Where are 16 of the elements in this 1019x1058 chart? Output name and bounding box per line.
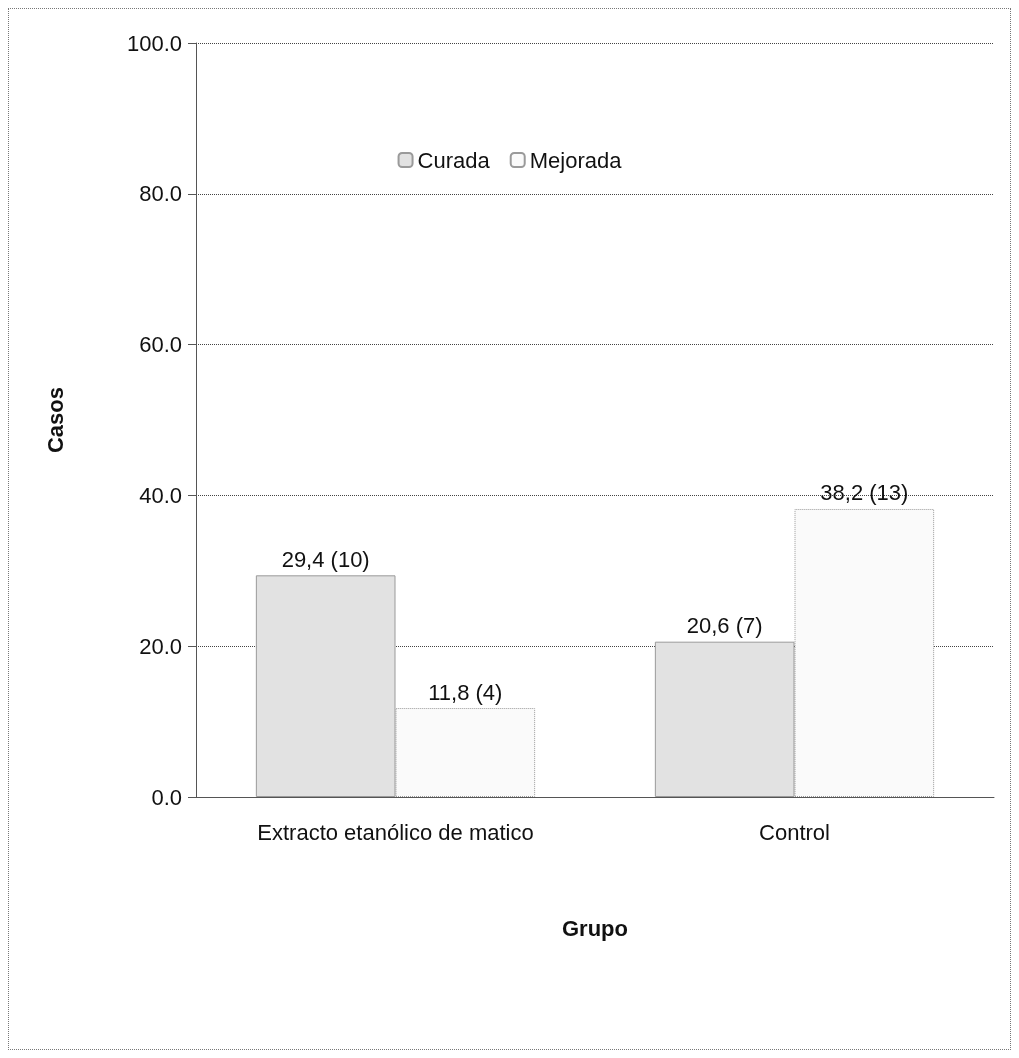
data-label: 20,6 (7) xyxy=(686,613,763,639)
legend-label: Curada xyxy=(417,147,491,173)
y-axis-title: Casos xyxy=(42,386,68,454)
y-tick-label: 60.0 xyxy=(139,332,182,358)
y-tick-label: 100.0 xyxy=(126,30,182,56)
data-label: 29,4 (10) xyxy=(281,546,370,572)
data-label: 38,2 (13) xyxy=(820,480,909,506)
y-tick-label: 40.0 xyxy=(139,482,182,508)
y-tick-label: 0.0 xyxy=(151,784,182,810)
x-tick-label: Extracto etanólico de matico xyxy=(257,819,534,845)
y-tick-label: 20.0 xyxy=(139,633,182,659)
legend-label: Mejorada xyxy=(529,147,623,173)
data-label: 11,8 (4) xyxy=(428,679,503,705)
y-tick-label: 80.0 xyxy=(139,181,182,207)
x-axis-title: Grupo xyxy=(562,915,628,941)
x-tick-label: Control xyxy=(759,819,830,845)
